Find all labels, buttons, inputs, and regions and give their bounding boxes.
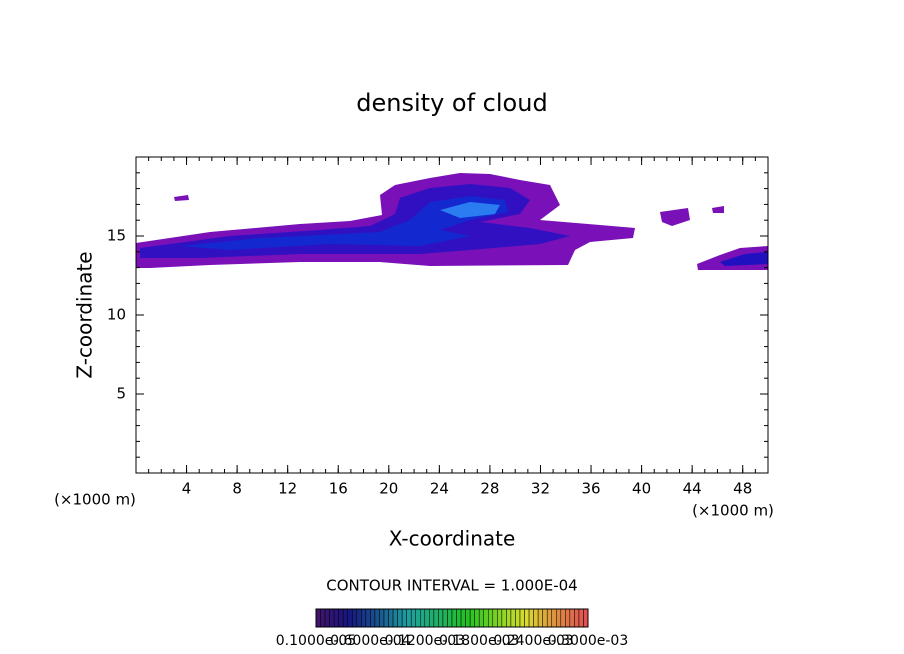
x-tick-label: 32 (531, 480, 550, 498)
colorbar-stripe (315, 608, 321, 628)
colorbar-stripe (478, 608, 484, 628)
colorbar-stripe (451, 608, 457, 628)
colorbar-label: 0.6000e-04 (330, 633, 411, 649)
colorbar-label: 0.2400e-03 (493, 633, 573, 649)
cloud-region (174, 195, 189, 201)
colorbar-stripe (465, 608, 471, 628)
x-tick-label: 20 (379, 480, 398, 498)
x-tick-label: 48 (733, 480, 752, 498)
colorbar-stripe (338, 608, 344, 628)
colorbar-stripe (447, 608, 453, 628)
colorbar-stripe (578, 608, 584, 628)
colorbar-stripe (583, 608, 589, 628)
colorbar-stripe (546, 608, 552, 628)
colorbar-stripe (528, 608, 534, 628)
colorbar-stripe (492, 608, 498, 628)
colorbar-stripe (569, 608, 575, 628)
colorbar-stripe (474, 608, 480, 628)
colorbar-stripe (510, 608, 516, 628)
colorbar-frame (315, 608, 589, 628)
colorbar-stripe (415, 608, 421, 628)
colorbar-stripe (410, 608, 416, 628)
x-tick-label: 28 (480, 480, 499, 498)
x-tick-label: 12 (278, 480, 297, 498)
colorbar-stripe (383, 608, 389, 628)
colorbar-stripe (374, 608, 380, 628)
x-unit-label: (×1000 m) (692, 502, 774, 520)
cloud-region (440, 202, 500, 218)
colorbar-stripe (401, 608, 407, 628)
colorbar-stripe (460, 608, 466, 628)
cloud-field (136, 173, 768, 270)
colorbar-stripe (565, 608, 571, 628)
colorbar-stripe (537, 608, 543, 628)
colorbar-stripe (424, 608, 430, 628)
cloud-region (712, 206, 724, 213)
colorbar-stripe (533, 608, 539, 628)
colorbar-stripe (420, 608, 426, 628)
colorbar-stripe (442, 608, 448, 628)
colorbar: 0.1000e-050.6000e-040.1200e-030.1800e-03… (276, 608, 628, 649)
colorbar-label: 0.3000e-03 (548, 633, 628, 649)
cloud-region (660, 208, 690, 226)
colorbar-stripe (483, 608, 489, 628)
y-axis-label: Z-coordinate (73, 251, 97, 378)
colorbar-stripe (392, 608, 398, 628)
colorbar-stripe (388, 608, 394, 628)
colorbar-stripe (501, 608, 507, 628)
colorbar-stripe (519, 608, 525, 628)
colorbar-label: 0.1200e-03 (385, 633, 465, 649)
x-tick-label: 16 (329, 480, 348, 498)
y-tick-label: 5 (116, 385, 126, 403)
x-axis-label: X-coordinate (389, 527, 516, 551)
colorbar-stripe (456, 608, 462, 628)
colorbar-label: 0.1800e-03 (439, 633, 519, 649)
colorbar-stripe (515, 608, 521, 628)
x-tick-label: 24 (430, 480, 449, 498)
x-tick-label: 8 (232, 480, 242, 498)
colorbar-stripe (347, 608, 353, 628)
colorbar-stripe (333, 608, 339, 628)
y-tick-label: 10 (107, 306, 126, 324)
cloud-region (720, 252, 768, 266)
x-tick-label: 40 (632, 480, 651, 498)
colorbar-stripe (320, 608, 326, 628)
y-unit-label: (×1000 m) (54, 491, 136, 509)
x-tick-label: 44 (683, 480, 702, 498)
colorbar-stripe (556, 608, 562, 628)
colorbar-stripe (551, 608, 557, 628)
colorbar-stripe (329, 608, 335, 628)
y-tick-label: 15 (107, 227, 126, 245)
colorbar-label: 0.1000e-05 (276, 633, 356, 649)
colorbar-stripe (506, 608, 512, 628)
colorbar-stripe (542, 608, 548, 628)
colorbar-stripe (438, 608, 444, 628)
colorbar-stripe (342, 608, 348, 628)
colorbar-stripe (524, 608, 530, 628)
colorbar-stripe (469, 608, 475, 628)
colorbar-stripe (433, 608, 439, 628)
colorbar-stripe (488, 608, 494, 628)
colorbar-stripe (574, 608, 580, 628)
cloud-region (180, 196, 508, 250)
colorbar-stripe (324, 608, 330, 628)
colorbar-stripe (560, 608, 566, 628)
colorbar-stripe (352, 608, 358, 628)
contour-interval: CONTOUR INTERVAL = 1.000E-04 (326, 577, 577, 595)
colorbar-stripe (356, 608, 362, 628)
x-tick-label: 4 (182, 480, 192, 498)
colorbar-stripe (379, 608, 385, 628)
colorbar-stripe (429, 608, 435, 628)
colorbar-stripe (406, 608, 412, 628)
colorbar-stripe (370, 608, 376, 628)
colorbar-stripe (365, 608, 371, 628)
colorbar-stripe (361, 608, 367, 628)
colorbar-stripe (397, 608, 403, 628)
colorbar-stripe (497, 608, 503, 628)
chart-title: density of cloud (356, 89, 547, 117)
x-tick-label: 36 (581, 480, 600, 498)
